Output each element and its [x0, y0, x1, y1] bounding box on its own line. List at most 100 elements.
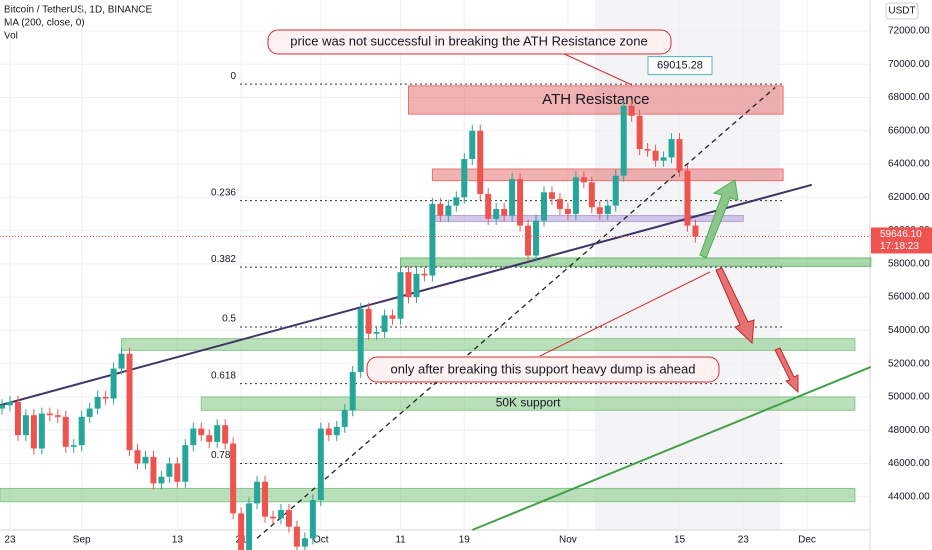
last-price: 59646.10: [880, 229, 922, 240]
candle: [277, 510, 284, 519]
candle: [692, 225, 699, 237]
candle: [445, 205, 452, 216]
fib-label: 0.618: [211, 370, 236, 381]
candle: [118, 353, 125, 369]
candle: [509, 178, 516, 216]
candle: [62, 416, 69, 447]
candle: [357, 308, 364, 372]
annotation-box: [267, 29, 672, 55]
candle: [556, 198, 563, 209]
candle: [564, 208, 571, 214]
candle: [668, 139, 675, 158]
zone: [121, 338, 856, 351]
y-tick-label: 48000.00: [888, 425, 930, 436]
high-label: 69015.28: [657, 59, 703, 71]
candle: [30, 415, 37, 449]
candle: [78, 416, 85, 446]
arrow: [699, 179, 739, 259]
candle: [150, 456, 157, 484]
candle: [620, 105, 627, 176]
candle: [572, 177, 579, 214]
candle: [580, 177, 587, 183]
candle: [421, 273, 428, 276]
candle: [254, 481, 261, 504]
candle: [453, 197, 460, 206]
y-tick-label: 70000.00: [888, 59, 930, 70]
candle: [548, 192, 555, 199]
candle: [166, 463, 173, 477]
x-tick-label: 23: [4, 535, 16, 546]
candle: [588, 182, 595, 208]
candle: [262, 481, 269, 517]
candle: [381, 315, 388, 333]
high-box: [647, 56, 713, 76]
candle: [158, 476, 165, 484]
candle: [461, 159, 468, 198]
y-tick-label: 68000.00: [888, 92, 930, 103]
zone: [431, 168, 784, 182]
candle: [102, 396, 109, 399]
zone: [400, 257, 872, 267]
candle: [214, 425, 221, 442]
candle: [94, 396, 101, 409]
x-tick-label: 11: [395, 535, 406, 546]
y-tick-label: 52000.00: [888, 358, 930, 369]
y-tick-label: 64000.00: [888, 159, 930, 170]
candle: [0, 405, 5, 409]
candle: [397, 272, 404, 319]
candle: [301, 538, 308, 547]
candle: [126, 353, 133, 451]
candle: [86, 408, 93, 417]
candle: [182, 445, 189, 482]
candle: [365, 308, 372, 334]
zone: [200, 396, 856, 411]
fib-label: 0.5: [222, 314, 236, 325]
candle: [110, 368, 117, 399]
candle: [612, 175, 619, 206]
trendline: [256, 87, 776, 539]
candle: [652, 150, 659, 161]
annotation-box: [366, 356, 720, 383]
candle: [596, 207, 603, 214]
y-tick-label: 66000.00: [888, 125, 930, 136]
candle: [46, 413, 53, 416]
candle: [676, 139, 683, 171]
candle: [684, 170, 691, 226]
candle: [389, 315, 396, 319]
candle: [230, 443, 237, 514]
last-price-box: [871, 227, 932, 254]
candle: [413, 273, 420, 298]
candle: [636, 115, 643, 150]
candle: [246, 503, 253, 550]
currency-box[interactable]: [885, 2, 919, 20]
x-tick-label: Dec: [798, 535, 816, 546]
candle: [604, 205, 611, 214]
ma-label: MA (200, close, 0): [4, 18, 85, 29]
candle: [134, 450, 141, 464]
y-tick-label: 46000.00: [888, 458, 930, 469]
candle: [14, 401, 21, 436]
candle: [405, 272, 412, 298]
candle: [206, 435, 213, 442]
candle: [333, 426, 340, 436]
candle: [198, 428, 205, 436]
arrow: [715, 267, 755, 345]
candle: [501, 208, 508, 216]
candle: [293, 526, 300, 547]
vol-label: Vol: [4, 31, 18, 42]
y-tick-label: 62000.00: [888, 192, 930, 203]
x-tick-label: 15: [674, 535, 686, 546]
y-tick-label: 44000.00: [888, 491, 930, 502]
y-tick-label: 58000.00: [888, 258, 930, 269]
y-tick-label: 56000.00: [888, 292, 930, 303]
candle: [485, 193, 492, 219]
candle: [70, 445, 77, 447]
candle: [540, 192, 547, 221]
fib-label: 0: [230, 71, 236, 82]
trendline: [471, 366, 872, 531]
candle: [660, 157, 667, 161]
fib-label: 0.786: [211, 450, 236, 461]
candle: [469, 130, 476, 160]
candle: [325, 428, 332, 436]
